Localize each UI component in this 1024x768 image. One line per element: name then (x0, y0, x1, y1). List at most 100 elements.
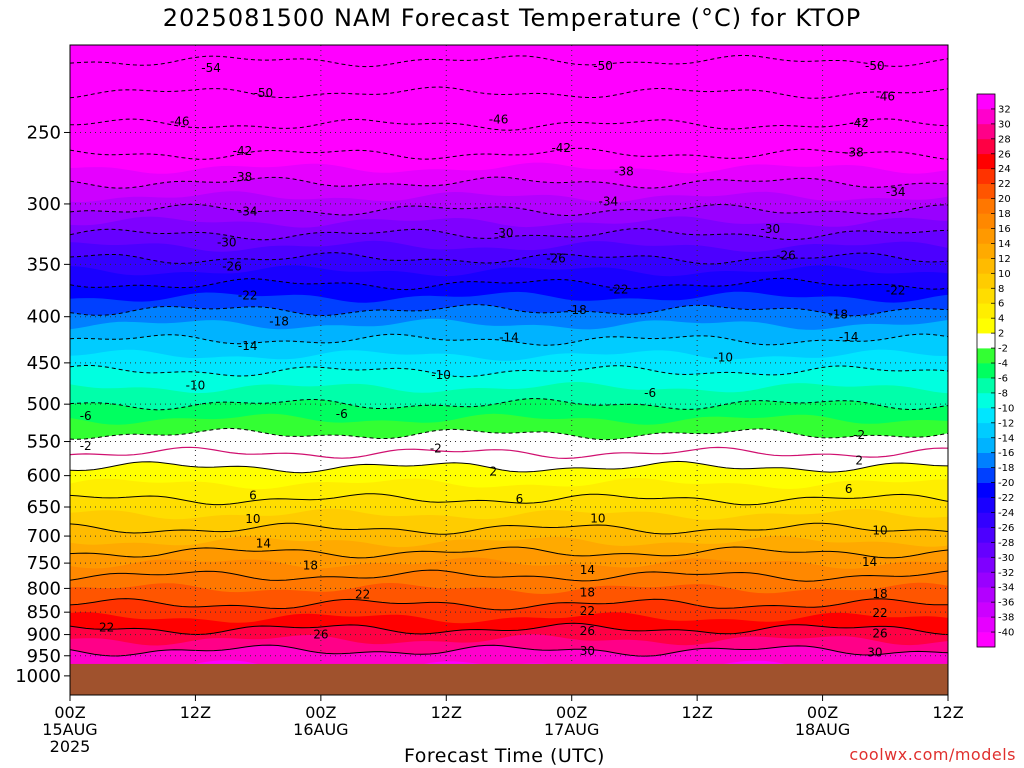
contour-label: -26 (222, 260, 242, 274)
legend-label: 14 (998, 239, 1011, 250)
legend-swatch (977, 288, 995, 304)
legend-label: 8 (998, 284, 1004, 295)
legend-label: -6 (998, 373, 1008, 384)
contour-label: -2 (430, 442, 442, 456)
contour-label: -34 (238, 205, 258, 219)
contour-label: -26 (776, 248, 796, 262)
contour-label: -18 (269, 315, 289, 329)
legend-label: 6 (998, 299, 1004, 310)
contour-label: -14 (499, 331, 519, 345)
contour-label: -2 (853, 428, 865, 442)
legend-label: -32 (998, 568, 1014, 579)
contour-label: 22 (355, 588, 370, 602)
x-tick-date: 17AUG (544, 720, 599, 739)
isotherm-line (69, 522, 949, 535)
contour-label: -6 (80, 409, 92, 423)
legend-label: -10 (998, 403, 1014, 414)
legend-label: -18 (998, 463, 1014, 474)
y-tick-label: 550 (27, 432, 61, 453)
legend-swatch (977, 228, 995, 244)
legend-swatch (977, 213, 995, 229)
x-axis-title: Forecast Time (UTC) (404, 745, 605, 767)
isotherm-line (69, 644, 949, 657)
contour-label: 14 (862, 555, 877, 569)
x-tick-label: 00Z (556, 703, 587, 722)
legend-swatch (977, 407, 995, 424)
contour-label: 30 (867, 645, 882, 659)
contour-label: 6 (249, 488, 257, 502)
source-credit[interactable]: coolwx.com/models (849, 745, 1016, 764)
legend-swatch (977, 123, 995, 140)
contour-label: -38 (233, 170, 253, 184)
contour-label: -38 (844, 145, 864, 159)
y-tick-label: 600 (27, 466, 61, 487)
legend-swatch (977, 138, 995, 155)
isotherm-line (69, 598, 949, 611)
legend-swatch (977, 273, 995, 289)
contour-label: -30 (494, 226, 514, 240)
legend-swatch (977, 94, 995, 110)
legend-label: 30 (998, 119, 1011, 130)
legend-label: 18 (998, 209, 1011, 220)
contour-label: -50 (865, 59, 885, 73)
y-axis: 2503003504004505005506006507007508008509… (15, 122, 70, 687)
x-tick-date: 18AUG (795, 720, 850, 739)
contour-label: 10 (245, 512, 260, 526)
legend-label: 16 (998, 224, 1011, 235)
y-tick-label: 450 (27, 353, 61, 374)
contour-label: 22 (872, 606, 887, 620)
legend-label: 32 (998, 104, 1011, 115)
contour-label: 18 (580, 585, 595, 599)
y-tick-label: 650 (27, 497, 61, 518)
legend-label: 12 (998, 254, 1011, 265)
contour-label: -38 (614, 164, 634, 178)
legend-swatch (977, 422, 995, 439)
contour-label: -50 (254, 86, 274, 100)
contour-label: -6 (336, 407, 348, 421)
legend-swatch (977, 572, 995, 588)
contour-label: -14 (839, 330, 859, 344)
x-tick-label: 12Z (431, 703, 462, 722)
isotherm-line (69, 397, 949, 411)
legend-swatch (977, 617, 995, 633)
legend-swatch (977, 363, 995, 379)
contour-label: -34 (598, 194, 618, 208)
legend-label: -40 (998, 628, 1014, 639)
legend-swatch (977, 258, 995, 274)
legend-label: -28 (998, 538, 1014, 549)
contour-label: 6 (516, 492, 524, 506)
legend-label: 24 (998, 164, 1011, 175)
contour-label: 22 (99, 621, 114, 635)
legend-swatch (977, 333, 995, 349)
plot-border (69, 44, 949, 696)
contour-label: -18 (828, 308, 848, 322)
x-tick-label: 12Z (180, 703, 211, 722)
contour-label: -42 (233, 144, 253, 158)
legend-label: -22 (998, 493, 1014, 504)
contour-label: -10 (431, 368, 451, 382)
legend-label: -34 (998, 583, 1014, 594)
contour-label: -30 (761, 222, 781, 236)
isotherm-line (69, 147, 949, 160)
isotherm-line (69, 86, 949, 99)
contour-label: 2 (855, 453, 863, 467)
contour-label: -42 (849, 116, 869, 130)
legend-swatch (977, 437, 995, 454)
y-tick-label: 850 (27, 602, 61, 623)
legend-label: 26 (998, 149, 1011, 160)
contour-label: -22 (609, 282, 629, 296)
y-tick-label: 950 (27, 646, 61, 667)
contour-label: 26 (580, 624, 595, 638)
y-tick-label: 300 (27, 194, 61, 215)
legend-label: -14 (998, 433, 1014, 444)
contour-label: -34 (886, 185, 906, 199)
contour-label: -50 (593, 59, 613, 73)
isotherm-line (69, 493, 949, 506)
legend-label: -30 (998, 553, 1014, 564)
legend-swatch (977, 452, 995, 468)
legend-swatch (977, 557, 995, 573)
isotherm-line (69, 304, 949, 317)
contour-label: 6 (845, 482, 853, 496)
temperature-bands (70, 45, 948, 696)
